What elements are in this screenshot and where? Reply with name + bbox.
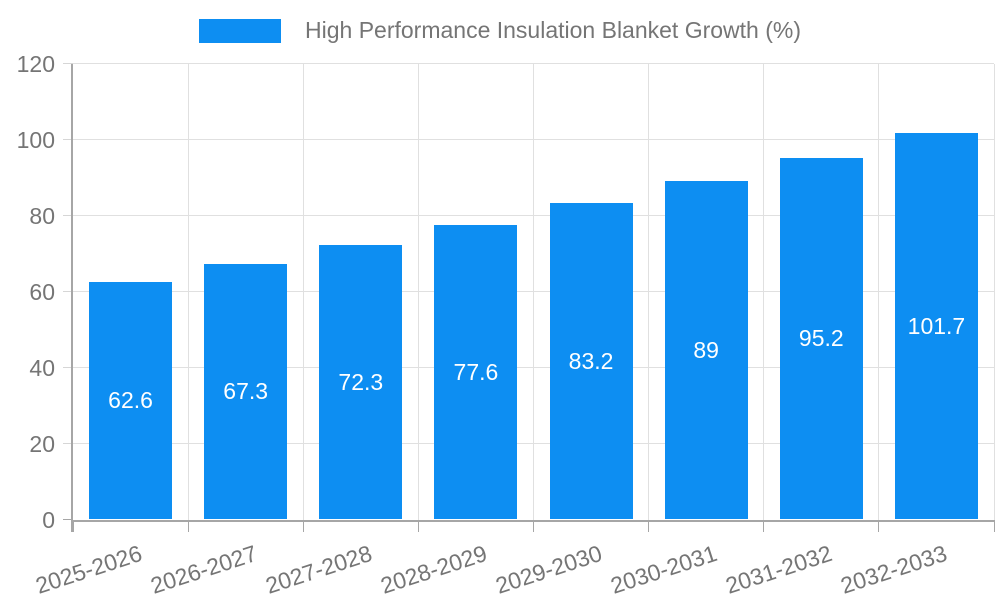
bar-text: 77.6: [453, 358, 499, 385]
bar-text: 72.3: [338, 368, 384, 395]
bar: 101.7: [894, 133, 978, 520]
x-tick: [648, 519, 650, 532]
bar-text: 101.7: [907, 312, 966, 339]
bar: 95.2: [779, 157, 863, 520]
bar-text: 62.6: [108, 387, 153, 414]
y-tick-label: 80: [29, 202, 55, 229]
x-tick: [993, 519, 995, 532]
y-tick: [63, 291, 73, 292]
x-gridline: [302, 63, 304, 520]
y-tick-label: 0: [42, 506, 55, 533]
x-gridline: [878, 63, 880, 520]
bar-text: 89: [693, 336, 719, 363]
y-axis-line: [71, 63, 73, 532]
legend: High Performance Insulation Blanket Grow…: [0, 17, 1000, 44]
bar: 83.2: [549, 203, 633, 520]
x-gridline: [993, 63, 995, 520]
bar: 89: [664, 181, 748, 520]
y-tick: [63, 139, 73, 140]
bar: 67.3: [204, 263, 288, 520]
x-tick: [417, 519, 419, 532]
y-tick-label: 60: [29, 278, 55, 305]
bar: 72.3: [319, 244, 403, 520]
x-gridline: [187, 63, 189, 520]
y-tick-label: 20: [29, 430, 55, 457]
bar-text: 83.2: [568, 347, 614, 374]
y-tick: [63, 367, 73, 368]
x-tick: [187, 519, 189, 532]
x-tick: [533, 519, 534, 532]
x-category-label: 2027-2028: [262, 540, 375, 599]
legend-swatch: [199, 18, 281, 43]
x-gridline: [533, 63, 534, 520]
x-axis-line: [71, 519, 994, 522]
y-tick: [63, 519, 73, 520]
y-tick-label: 40: [29, 354, 55, 381]
x-gridline: [648, 63, 650, 520]
bar: 62.6: [89, 281, 173, 520]
bar-text: 95.2: [798, 325, 844, 352]
legend-label: High Performance Insulation Blanket Grow…: [305, 17, 801, 43]
bar: 77.6: [434, 224, 518, 520]
x-category-label: 2026-2027: [147, 540, 260, 599]
y-tick: [63, 443, 73, 444]
x-category-label: 2031-2032: [722, 540, 836, 599]
x-category-label: 2029-2030: [492, 540, 606, 599]
x-gridline: [417, 63, 419, 520]
y-tick: [63, 215, 73, 216]
x-category-label: 2030-2031: [607, 540, 721, 599]
x-gridline: [763, 63, 765, 520]
x-tick: [72, 519, 74, 532]
y-tick-label: 100: [16, 126, 55, 153]
x-category-label: 2028-2029: [377, 540, 490, 599]
y-tick: [63, 63, 73, 64]
x-category-label: 2032-2033: [837, 540, 951, 599]
x-tick: [302, 519, 304, 532]
x-tick: [763, 519, 765, 532]
x-tick: [878, 519, 880, 532]
bar-text: 67.3: [223, 378, 269, 405]
y-tick-label: 120: [16, 50, 55, 77]
x-category-label: 2025-2026: [31, 540, 145, 599]
